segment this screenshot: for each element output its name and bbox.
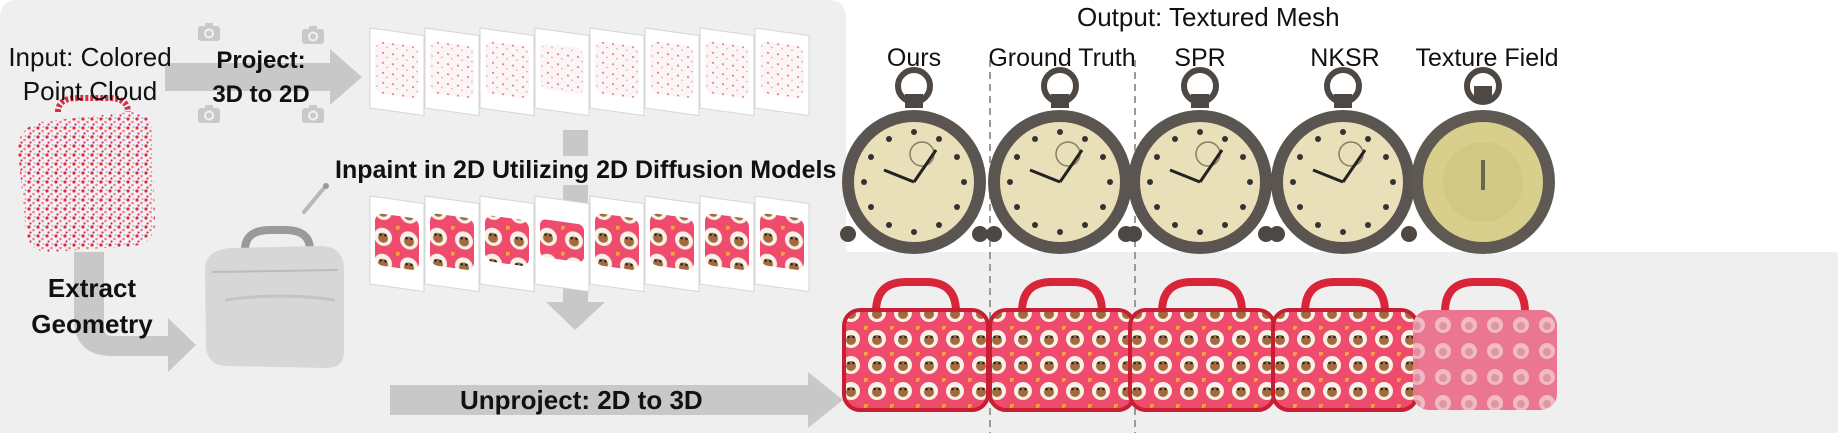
input-label: Input: Colored Point Cloud <box>4 40 176 108</box>
input-label-line: Input: Colored <box>8 42 172 72</box>
extract-arrow <box>74 252 196 372</box>
inpaint-label: Inpaint in 2D Utilizing 2D Diffusion Mod… <box>333 156 839 185</box>
project-arrow <box>165 49 362 105</box>
brush-icon <box>302 183 329 214</box>
unproject-label: Unproject: 2D to 3D <box>460 385 703 415</box>
bag-texture-field <box>1413 278 1557 410</box>
inpainted-images-row <box>369 195 810 293</box>
column-label-ground-truth: Ground Truth <box>988 44 1136 72</box>
column-label-ours: Ours <box>886 44 942 72</box>
extract-label-line: Geometry <box>31 309 153 339</box>
input-point-cloud-bag <box>18 95 155 252</box>
column-label-nksr: NKSR <box>1310 44 1380 72</box>
input-label-line: Point Cloud <box>22 76 158 106</box>
project-label-line: Project: <box>216 47 306 74</box>
clock-nksr <box>1269 70 1417 254</box>
clock-ours <box>840 70 988 254</box>
project-label-line: 3D to 2D <box>212 81 310 108</box>
projected-images-row <box>369 27 810 117</box>
unproject-arrow <box>390 372 843 428</box>
extract-label: Extract Geometry <box>22 270 162 342</box>
clock-texture-field <box>1411 67 1555 254</box>
geometry-bag <box>205 226 344 368</box>
clock-spr <box>1126 70 1274 254</box>
extract-label-line: Extract <box>47 273 137 303</box>
output-title: Output: Textured Mesh <box>1077 2 1340 32</box>
clock-ground-truth <box>986 70 1134 254</box>
column-label-texture-field: Texture Field <box>1415 44 1559 72</box>
project-label: Project: 3D to 2D <box>196 44 326 112</box>
column-label-spr: SPR <box>1174 44 1226 72</box>
